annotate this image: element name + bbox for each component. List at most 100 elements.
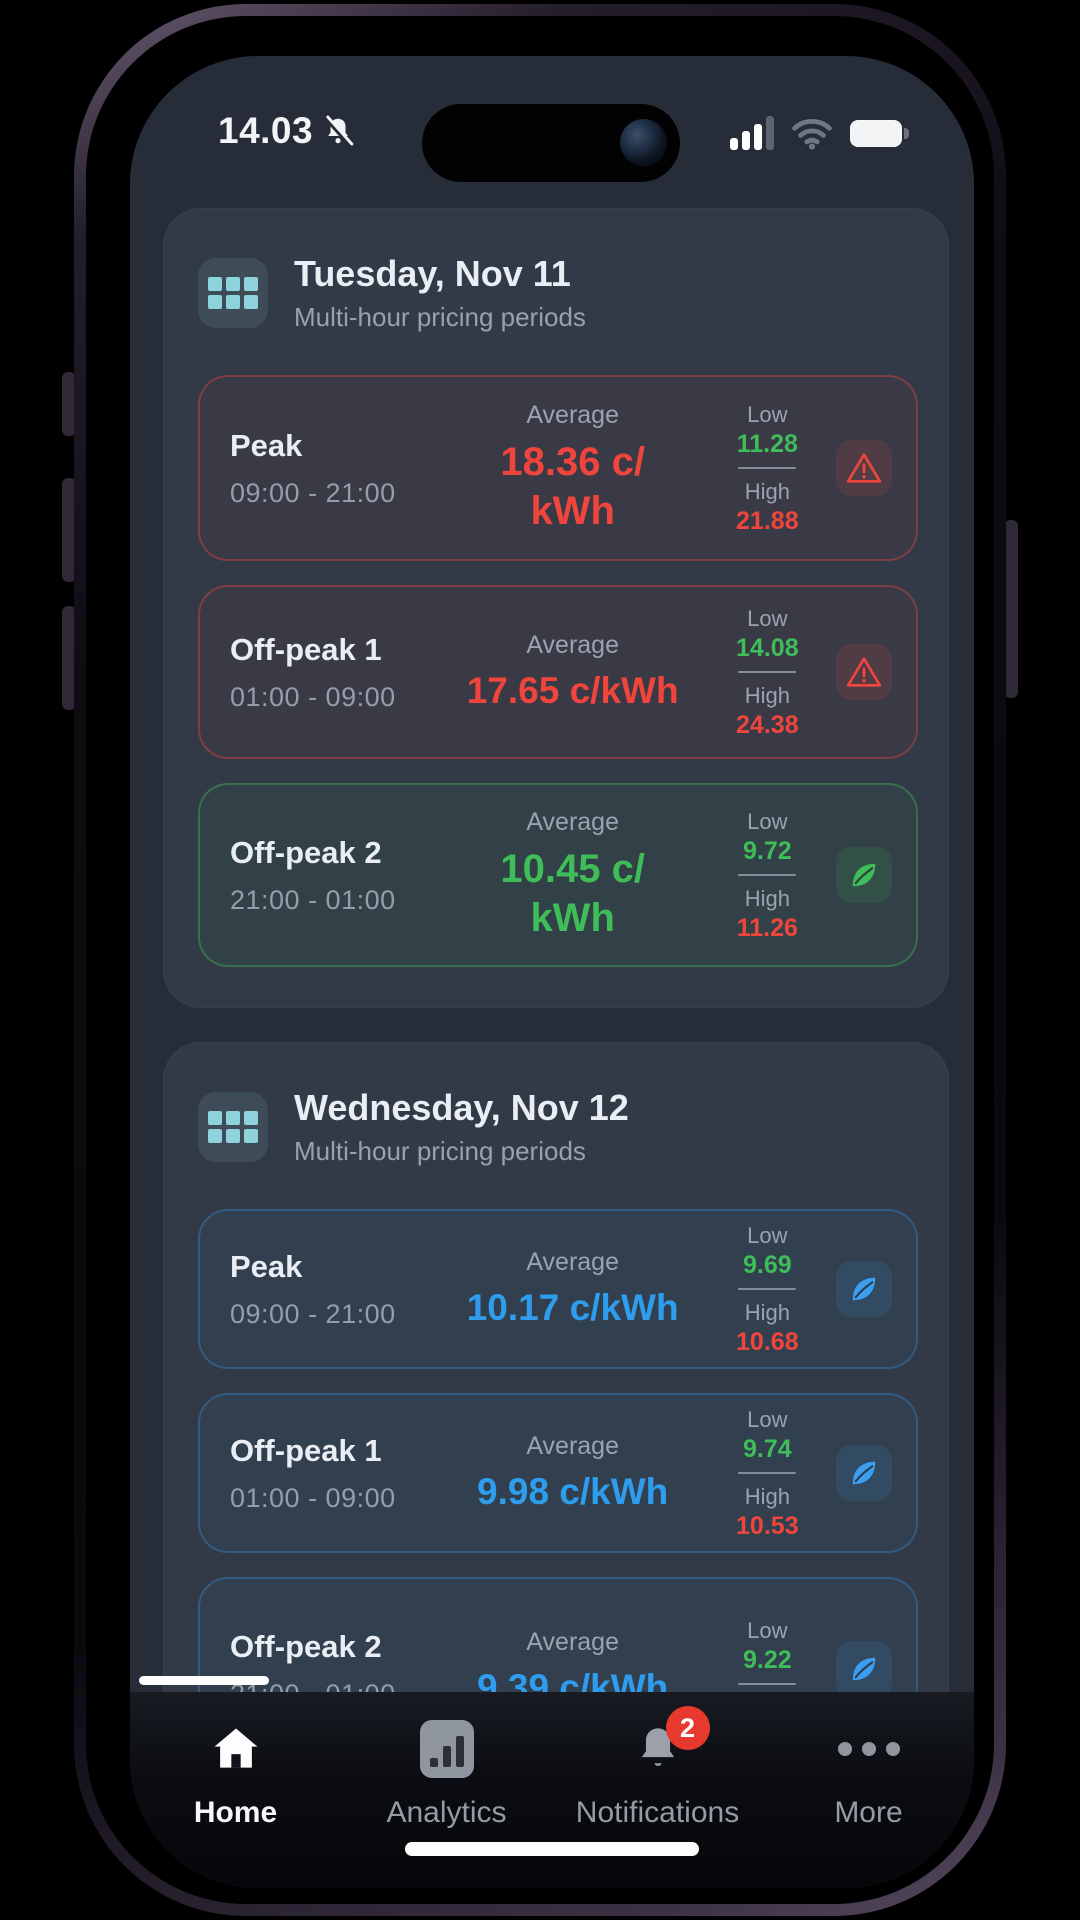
period-name: Off-peak 1 — [230, 1432, 382, 1468]
average-label: Average — [526, 1628, 619, 1657]
high-label: High — [744, 1484, 790, 1510]
period-time: 09:00 - 21:00 — [230, 477, 396, 508]
card-header: Tuesday, Nov 11 Multi-hour pricing perio… — [198, 253, 916, 333]
range-divider — [738, 671, 797, 674]
camera-lens — [620, 119, 667, 166]
period-row-peak[interactable]: Peak 09:00 - 21:00 Average 18.36 c/ kWh … — [198, 375, 918, 562]
average-label: Average — [526, 631, 619, 660]
average-label: Average — [526, 808, 619, 837]
period-time: 01:00 - 09:00 — [230, 1482, 396, 1513]
low-label: Low — [747, 1223, 788, 1249]
average-value: 10.45 c/ kWh — [500, 847, 645, 940]
leaf-icon — [835, 847, 892, 904]
average-value: 10.17 c/kWh — [466, 1287, 679, 1329]
bell-icon: 2 — [632, 1706, 710, 1780]
average-value: 18.36 c/ kWh — [500, 440, 645, 533]
tab-bar: Home Analytics 2 Notifications — [130, 1692, 974, 1888]
period-row-offpeak1[interactable]: Off-peak 1 01:00 - 09:00 Average 9.98 c/… — [198, 1393, 918, 1554]
average-value: 9.98 c/kWh — [477, 1471, 669, 1513]
notification-badge: 2 — [665, 1706, 710, 1750]
calendar-grid-icon — [198, 258, 268, 329]
high-value: 21.88 — [736, 507, 799, 536]
day-card-tuesday: Tuesday, Nov 11 Multi-hour pricing perio… — [163, 208, 949, 1008]
low-label: Low — [747, 1407, 788, 1433]
high-label: High — [744, 1300, 790, 1326]
low-value: 9.74 — [742, 1435, 792, 1464]
period-name: Off-peak 1 — [230, 631, 382, 667]
low-value: 9.22 — [742, 1645, 792, 1674]
tab-home[interactable]: Home — [136, 1718, 336, 1830]
low-label: Low — [747, 606, 788, 632]
average-label: Average — [526, 1432, 619, 1461]
tab-label: Notifications — [575, 1796, 740, 1829]
period-time: 09:00 - 21:00 — [230, 1298, 396, 1329]
power-button[interactable] — [1004, 520, 1018, 698]
average-label: Average — [526, 1248, 619, 1277]
period-name: Peak — [230, 1248, 303, 1284]
day-title: Tuesday, Nov 11 — [294, 253, 571, 294]
scroll-indicator — [139, 1676, 269, 1685]
tab-label: Analytics — [386, 1796, 507, 1829]
day-card-wednesday: Wednesday, Nov 12 Multi-hour pricing per… — [163, 1042, 949, 1832]
warning-icon — [835, 644, 892, 701]
range-divider — [738, 1288, 797, 1291]
low-value: 11.28 — [736, 430, 798, 459]
tab-label: Home — [193, 1796, 278, 1829]
phone-bezel: 14.03 — [86, 16, 994, 1904]
range-divider — [738, 467, 797, 470]
volume-down-button[interactable] — [62, 606, 76, 710]
leaf-icon — [835, 1445, 892, 1502]
low-value: 14.08 — [736, 634, 799, 663]
signal-strength-icon — [730, 116, 774, 150]
home-indicator[interactable] — [405, 1842, 699, 1856]
warning-icon — [835, 440, 892, 497]
period-name: Off-peak 2 — [230, 834, 382, 870]
period-time: 01:00 - 09:00 — [230, 681, 396, 712]
tab-more[interactable]: More — [769, 1718, 969, 1830]
range-divider — [738, 874, 797, 877]
leaf-icon — [835, 1261, 892, 1318]
low-label: Low — [747, 1617, 788, 1643]
high-value: 11.26 — [736, 914, 798, 943]
screen: 14.03 — [130, 56, 974, 1888]
high-value: 10.68 — [736, 1328, 799, 1357]
high-label: High — [744, 479, 790, 505]
battery-icon — [850, 119, 909, 147]
day-title: Wednesday, Nov 12 — [294, 1087, 629, 1128]
home-icon — [208, 1718, 264, 1780]
bell-slash-icon — [324, 115, 354, 147]
wifi-icon — [792, 119, 832, 150]
high-value: 24.38 — [736, 711, 799, 740]
calendar-grid-icon — [198, 1092, 268, 1163]
low-value: 9.69 — [742, 1251, 792, 1280]
phone-frame: 14.03 — [74, 4, 1006, 1916]
volume-up-button[interactable] — [62, 478, 76, 582]
period-row-peak[interactable]: Peak 09:00 - 21:00 Average 10.17 c/kWh L… — [198, 1209, 918, 1370]
range-divider — [738, 1682, 797, 1685]
tab-label: More — [834, 1796, 903, 1829]
status-bar: 14.03 — [130, 56, 974, 182]
period-row-offpeak1[interactable]: Off-peak 1 01:00 - 09:00 Average 17.65 c… — [198, 585, 918, 760]
range-divider — [738, 1472, 797, 1475]
low-value: 9.72 — [742, 837, 792, 866]
mute-switch[interactable] — [62, 372, 76, 436]
period-name: Peak — [230, 427, 303, 463]
high-label: High — [744, 886, 790, 912]
more-dots-icon — [837, 1718, 900, 1780]
tab-analytics[interactable]: Analytics — [347, 1718, 547, 1830]
low-label: Low — [747, 809, 788, 835]
period-time: 21:00 - 01:00 — [230, 884, 396, 915]
high-label: High — [744, 683, 790, 709]
dynamic-island — [422, 104, 680, 182]
tab-notifications[interactable]: 2 Notifications — [558, 1706, 758, 1830]
day-subtitle: Multi-hour pricing periods — [294, 1136, 586, 1167]
high-value: 10.53 — [736, 1512, 799, 1541]
period-name: Off-peak 2 — [230, 1628, 382, 1664]
status-time: 14.03 — [218, 110, 314, 151]
period-row-offpeak2[interactable]: Off-peak 2 21:00 - 01:00 Average 10.45 c… — [198, 783, 918, 968]
low-label: Low — [747, 402, 788, 428]
average-value: 17.65 c/kWh — [466, 670, 679, 712]
leaf-icon — [835, 1641, 892, 1698]
day-subtitle: Multi-hour pricing periods — [294, 302, 586, 333]
